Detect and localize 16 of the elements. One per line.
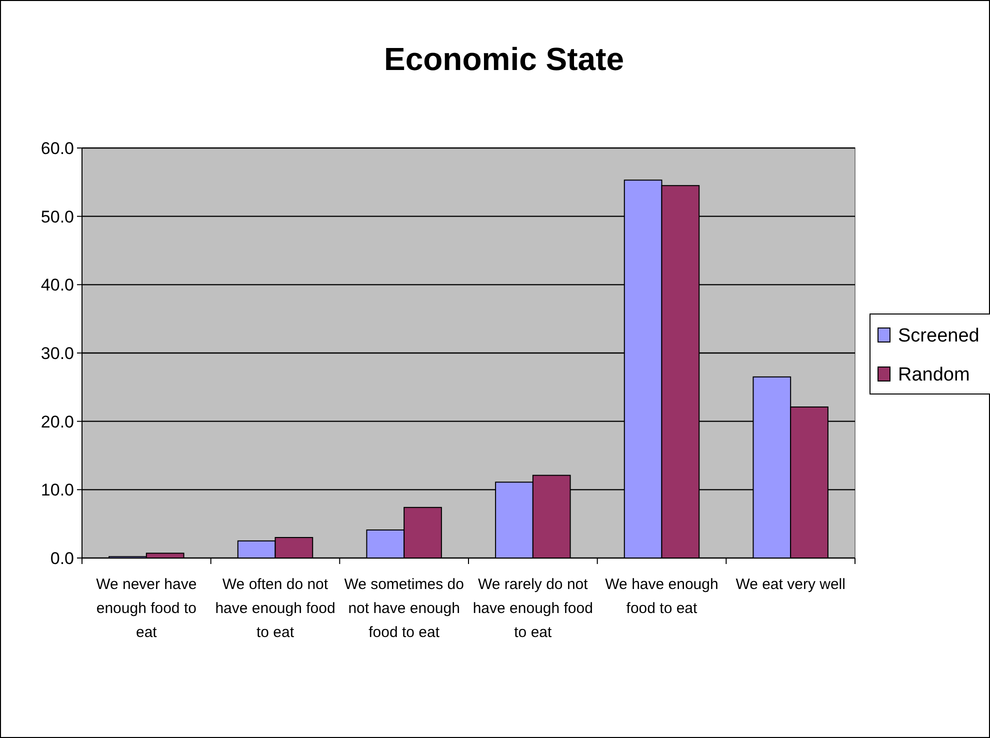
legend-label: Random [898, 364, 970, 386]
x-tick-label: We have enough food to eat [605, 576, 718, 617]
y-tick-label: 60.0 [40, 138, 74, 158]
y-tick-label: 40.0 [40, 276, 74, 295]
x-tick-label: We never have enough food to eat [96, 576, 197, 641]
x-tick-label: We often do not have enough food to eat [215, 576, 336, 641]
y-tick-label: 0.0 [50, 548, 74, 568]
legend-label: Screened [898, 326, 980, 347]
y-tick-label: 30.0 [40, 344, 74, 363]
chart-title: Economic State [384, 41, 624, 77]
y-tick-label: 50.0 [40, 207, 74, 226]
y-tick-label: 10.0 [40, 480, 74, 500]
x-tick-label: We eat very well [736, 576, 846, 593]
x-tick-label: We sometimes do not have enough food to eat [344, 576, 464, 641]
y-tick-label: 20.0 [40, 412, 74, 432]
x-tick-label: We rarely do not have enough food to eat [472, 576, 593, 641]
